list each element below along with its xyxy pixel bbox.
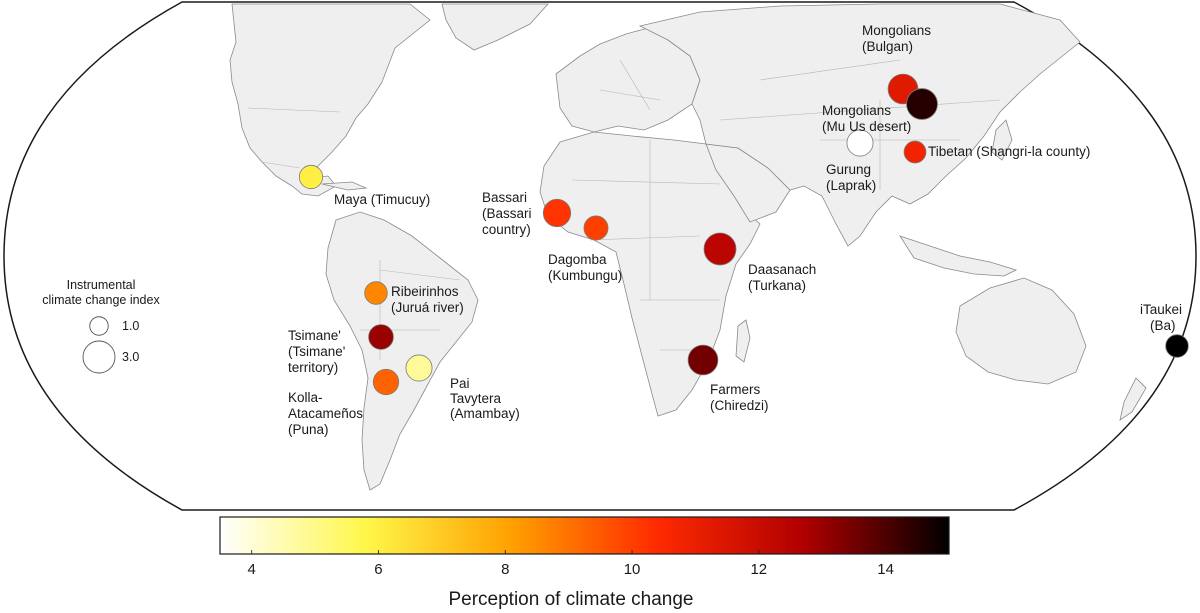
site-markers	[298, 73, 1189, 396]
site-marker-ribeirinhos	[364, 281, 388, 305]
colorbar-tick-label: 4	[248, 561, 256, 578]
site-label-ribeirinhos: Ribeirinhos (Juruá river)	[391, 284, 464, 315]
site-marker-tsimane	[368, 324, 394, 350]
site-label-itaukei: iTaukei (Ba)	[1140, 302, 1186, 333]
site-marker-dagomba	[583, 215, 609, 241]
new-zealand	[1119, 377, 1147, 421]
colorbar-tick-label: 10	[624, 561, 641, 578]
colorbar-tick-label: 6	[374, 561, 382, 578]
site-label-gurung: Gurung (Laprak)	[826, 162, 876, 193]
colorbar-tick-label: 8	[501, 561, 509, 578]
site-marker-pai-tavytera	[405, 354, 433, 382]
size-legend-title-line: Instrumental	[67, 278, 136, 292]
site-label-kolla: Kolla- Atacameños (Puna)	[288, 390, 367, 437]
site-marker-kolla	[372, 368, 400, 396]
site-marker-itaukei	[1165, 334, 1189, 358]
japan	[991, 119, 1013, 161]
size-legend-circle-large	[82, 340, 116, 374]
size-legend: Instrumental climate change index 1.0 3.…	[42, 278, 160, 374]
asia	[638, 3, 1081, 247]
site-marker-maya	[298, 164, 324, 190]
site-labels: Maya (Timucuy) Ribeirinhos (Juruá river)…	[288, 23, 1186, 437]
site-label-dagomba: Dagomba (Kumbungu)	[548, 252, 622, 283]
greenland	[441, 3, 549, 51]
site-label-farmers: Farmers (Chiredzi)	[710, 382, 769, 413]
south-america	[325, 211, 479, 491]
australia	[955, 277, 1087, 385]
site-label-tsimane: Tsimane' (Tsimane' territory)	[288, 328, 349, 375]
site-label-pai-tavytera: Pai Tavytera (Amambay)	[450, 376, 520, 421]
site-marker-bassari	[542, 198, 572, 228]
site-label-maya: Maya (Timucuy)	[334, 192, 430, 207]
site-label-mongolians-mu-us: Mongolians (Mu Us desert)	[822, 103, 911, 134]
caribbean	[321, 181, 368, 191]
size-legend-label-large: 3.0	[122, 350, 139, 364]
site-marker-mongolians-mu-us	[906, 88, 938, 120]
colorbar-tick-label: 14	[877, 561, 894, 578]
site-marker-tibetan	[903, 140, 927, 164]
colorbar-title: Perception of climate change	[448, 589, 693, 610]
site-label-bassari: Bassari (Bassari country)	[482, 190, 535, 237]
colorbar-gradient	[219, 516, 950, 555]
colorbar-ticks: 4 6 8 10 12 14	[248, 550, 894, 578]
site-label-mongolians-bulgan: Mongolians (Bulgan)	[862, 23, 935, 54]
madagascar	[735, 319, 751, 363]
site-label-daasanach: Daasanach (Turkana)	[748, 262, 820, 293]
site-label-tibetan: Tibetan (Shangri-la county)	[928, 144, 1090, 159]
size-legend-circle-small	[89, 316, 109, 336]
site-marker-daasanach	[703, 232, 737, 266]
colorbar: 4 6 8 10 12 14 Perception of climate change	[219, 516, 950, 610]
country-borders	[247, 59, 1001, 360]
size-legend-label-small: 1.0	[122, 319, 139, 333]
site-marker-gurung	[846, 129, 874, 157]
colorbar-tick-label: 12	[750, 561, 767, 578]
site-marker-farmers	[687, 344, 719, 376]
indonesia	[899, 235, 1018, 277]
size-legend-title-line: climate change index	[42, 293, 160, 307]
